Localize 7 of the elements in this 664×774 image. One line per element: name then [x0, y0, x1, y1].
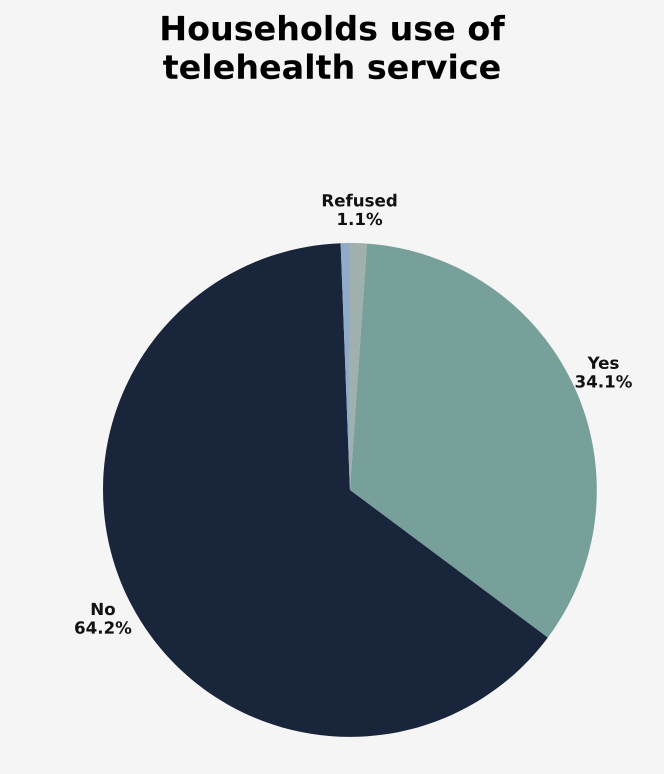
- data-label: 1.1%: [338, 212, 382, 226]
- slice-label: No: [92, 602, 115, 616]
- chart-title: Households use of telehealth service: [162, 14, 506, 80]
- data-label: 34.1%: [576, 375, 632, 388]
- slice-label: Yes: [587, 356, 619, 370]
- data-label: 64.2%: [75, 621, 132, 634]
- slice-label: Refused: [322, 194, 396, 207]
